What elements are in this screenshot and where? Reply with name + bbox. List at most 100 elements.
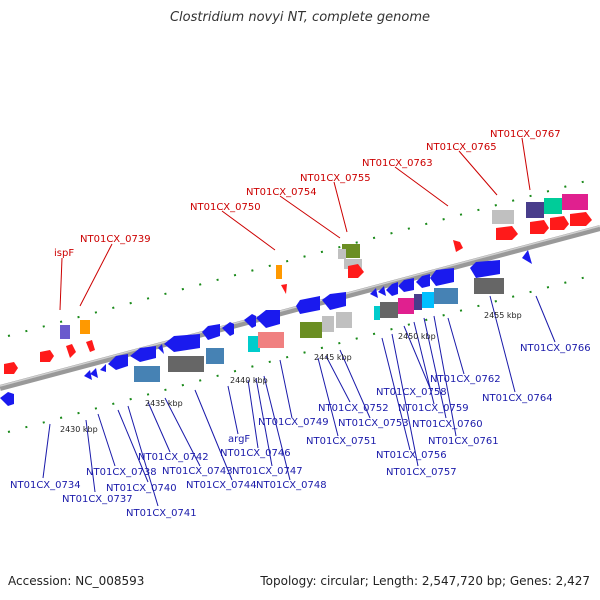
gene-arrow [398,278,414,292]
gene-label: NT01CX_0758 [376,387,447,398]
gene-arrow [4,362,18,374]
gene-arrow [322,292,346,310]
gene-arrow [0,392,14,406]
forward-genes [4,194,592,374]
gene-label: NT01CX_0737 [62,494,133,505]
gene-arrow [66,344,76,358]
gene-label: NT01CX_0753 [338,418,409,429]
gene-box [526,202,544,218]
gene-label: NT01CX_0744 [186,480,257,491]
reverse-genes [0,250,532,406]
gene-arrow [378,286,386,296]
gene-label: NT01CX_0750 [190,202,261,213]
gene-arrow [386,282,398,296]
gene-label: ispF [54,248,74,259]
gene-box [544,198,562,214]
gene-box [322,316,334,332]
gene-arrow [256,310,280,328]
gene-arrow [530,220,549,234]
gene-box [300,322,322,338]
gene-box [276,265,282,279]
gene-label: NT01CX_0760 [412,419,483,430]
gene-arrow [164,334,200,352]
gene-arrow [130,346,156,362]
gene-label: NT01CX_0748 [256,480,327,491]
gene-box [248,336,260,352]
gene-box [374,306,380,320]
gene-label: NT01CX_0759 [398,403,469,414]
gene-arrow [496,226,518,240]
gene-arrow [158,344,164,354]
gene-label: NT01CX_0764 [482,393,553,404]
gene-label: NT01CX_0743 [162,466,233,477]
gene-arrow [244,314,256,328]
gene-box [134,366,160,382]
gene-label: NT01CX_0754 [246,187,317,198]
gene-arrow [86,340,95,352]
gene-label: NT01CX_0746 [220,448,291,459]
gene-box [206,348,224,364]
gene-arrow [550,216,569,230]
gene-arrow [296,296,320,314]
scale-tick-label: 2440 kbp [230,376,268,385]
gene-box [344,259,362,269]
gene-label: NT01CX_0738 [86,467,157,478]
gene-arrow [108,354,128,370]
gene-label: NT01CX_0739 [80,234,151,245]
gene-arrow [100,364,106,372]
gene-label: NT01CX_0756 [376,450,447,461]
gene-label: NT01CX_0757 [386,467,457,478]
gene-label: NT01CX_0752 [318,403,389,414]
scale-tick-label: 2435 kbp [145,399,183,408]
gene-arrow [281,284,287,294]
scale-tick-label: 2445 kbp [314,353,352,362]
gene-arrow [570,212,592,226]
gene-box [474,278,504,294]
gene-label: NT01CX_0751 [306,436,377,447]
gene-box [80,320,90,334]
gene-box [342,244,360,258]
gene-label: NT01CX_0734 [10,480,81,491]
bottom-labels: NT01CX_0734 NT01CX_0737 NT01CX_0738 NT01… [10,343,591,519]
genome-info-text: Topology: circular; Length: 2,547,720 bp… [260,574,590,588]
tick-track-bottom [7,275,591,433]
gene-arrow [202,324,220,340]
gene-label: NT01CX_0761 [428,436,499,447]
gene-arrow [90,368,98,378]
gene-box [422,292,434,308]
gene-arrow [522,250,532,264]
scale-tick-label: 2430 kbp [60,425,98,434]
scale-labels: 2430 kbp 2435 kbp 2440 kbp 2445 kbp 2450… [60,311,522,434]
gene-box [398,298,414,314]
gene-arrow [84,370,92,380]
gene-box [414,294,422,310]
gene-box [336,312,352,328]
gene-label: NT01CX_0763 [362,158,433,169]
gene-arrow [453,240,463,252]
gene-box [258,332,284,348]
gene-label: NT01CX_0755 [300,173,371,184]
gene-box [492,210,514,224]
gene-label: NT01CX_0742 [138,452,209,463]
gene-label: NT01CX_0749 [258,417,329,428]
gene-box [338,249,346,259]
gene-label: NT01CX_0766 [520,343,591,354]
map-title: Clostridium novyi NT, complete genome [169,10,431,25]
gene-label: argF [228,434,250,445]
gene-label: NT01CX_0767 [490,129,561,140]
top-connectors [59,137,531,311]
gene-label: NT01CX_0741 [126,508,197,519]
gene-box [380,302,398,318]
gene-box [168,356,204,372]
gene-box [562,194,588,210]
gene-arrow [416,274,430,288]
gene-arrow [348,264,364,278]
gene-box [60,325,70,339]
gene-label: NT01CX_0765 [426,142,497,153]
gene-arrow [370,288,378,298]
gene-label: NT01CX_0762 [430,374,501,385]
gene-label: NT01CX_0747 [232,466,303,477]
scale-tick-label: 2455 kbp [484,311,522,320]
